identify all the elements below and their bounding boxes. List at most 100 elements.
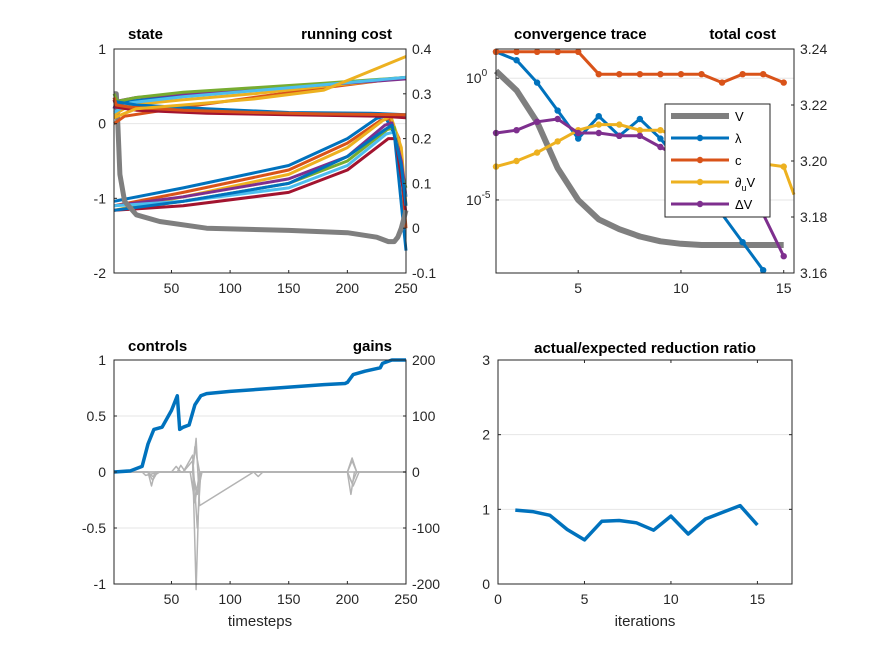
x-tick-label: 200: [336, 591, 360, 607]
y2-tick-label: 3.24: [800, 41, 827, 57]
convergence-series-point: [780, 79, 787, 86]
reduction-ratio-plot-lines: [515, 503, 759, 542]
x-tick-label: 250: [394, 591, 418, 607]
gain-line: [114, 454, 406, 529]
convergence-series-point: [636, 115, 644, 123]
convergence-series-point: [533, 149, 541, 156]
iterations-xlabel: iterations: [615, 613, 676, 630]
convergence-series-point: [636, 71, 644, 78]
convergence-legend: Vλc ∂uV ΔV: [664, 103, 771, 218]
control-line: [113, 358, 406, 474]
gain-line: [114, 446, 406, 473]
convergence-ticks: 5 10 15 100 10-5 3.16 3.18 3.20 3.22 3.24: [466, 41, 827, 296]
x-tick-label: 5: [581, 591, 589, 607]
convergence-series-point: [533, 118, 541, 126]
y-tick-label: 0: [98, 116, 106, 132]
convergence-series-point: [677, 71, 685, 78]
y2-tick-label: 0.3: [412, 86, 432, 102]
x-tick-label: 250: [394, 280, 418, 296]
reduction-ratio-line: [515, 503, 759, 542]
convergence-series-point: [759, 267, 767, 274]
y-tick-label: 1: [98, 352, 106, 368]
gain-line: [114, 471, 406, 496]
convergence-series-point: [739, 239, 746, 246]
y-tick-label: -0.5: [82, 520, 106, 536]
y-tick-label: 2: [482, 427, 490, 443]
convergence-series-point: [616, 132, 623, 139]
y2-tick-label: 100: [412, 408, 436, 424]
convergence-series-point: [595, 71, 602, 78]
y2-tick-label: 0: [412, 220, 420, 236]
controls-title: controls: [128, 338, 187, 355]
state-title: state: [128, 26, 163, 43]
legend-marker: [696, 178, 704, 186]
controls-panel: 50 100 150 200 250 -1 -0.5 0 0.5 1 -200 -100 0 100 200…: [82, 338, 440, 630]
convergence-series-point: [554, 115, 561, 123]
convergence-series-point: [533, 79, 541, 86]
convergence-title: convergence trace: [514, 26, 647, 43]
convergence-series-point: [636, 127, 644, 134]
convergence-series-point: [657, 135, 664, 142]
y-tick-label: 0.5: [87, 408, 107, 424]
convergence-series-point: [657, 143, 664, 151]
state-ticks: 50 100 150 200 250 -2 -1 0 1 -0.1 0 0.1 0.2 0.3 0.4: [94, 41, 437, 296]
running-cost-title: running cost: [301, 26, 392, 43]
x-tick-label: 10: [663, 591, 679, 607]
convergence-series-V: [493, 68, 784, 248]
x-tick-label: 15: [776, 280, 792, 296]
reduction-ratio-panel: 0 5 10 15 0 1 2 3 actual/expected reduction rat…: [482, 340, 793, 630]
convergence-series-point: [698, 71, 705, 78]
gain-line: [114, 437, 406, 507]
convergence-series-point: [513, 48, 520, 55]
gain-line: [114, 471, 406, 504]
controls-plot-lines: [113, 358, 406, 591]
y2-tick-label: 3.16: [800, 265, 827, 281]
y-tick-label: -1: [94, 190, 107, 206]
convergence-series-point: [759, 71, 767, 78]
state-line: [113, 55, 407, 120]
x-tick-label: 150: [277, 591, 301, 607]
gain-line: [114, 460, 406, 591]
running-cost-total-line: [113, 91, 409, 245]
convergence-series-point: [595, 129, 602, 137]
y-tick-label: 0: [98, 464, 106, 480]
convergence-series-point: [554, 107, 561, 114]
convergence-series-point: [780, 163, 787, 170]
legend-marker: [696, 134, 704, 142]
legend-marker: [696, 200, 704, 208]
convergence-series-point: [595, 121, 602, 128]
convergence-series-point: [739, 71, 746, 78]
x-tick-label: 5: [574, 280, 582, 296]
convergence-series-point: [575, 48, 582, 55]
y2-tick-label: 3.20: [800, 153, 827, 169]
convergence-series-point: [554, 48, 561, 55]
convergence-series-point: [657, 71, 664, 78]
convergence-series-point: [513, 57, 520, 64]
y2-tick-label: 3.18: [800, 209, 827, 225]
convergence-series-point: [718, 79, 726, 86]
state-panel: 50 100 150 200 250 -2 -1 0 1 -0.1 0 0.1 0.2 0.3 0.4 st…: [94, 26, 437, 296]
y2-tick-label: -0.1: [412, 265, 436, 281]
y2-tick-label: 200: [412, 352, 436, 368]
legend-marker: [696, 156, 704, 164]
convergence-series-point: [575, 135, 582, 142]
y-tick-label: 10-5: [466, 190, 491, 208]
convergence-series-point: [575, 129, 582, 137]
y2-tick-label: 0.4: [412, 41, 432, 57]
legend-label: ∂uV: [735, 175, 755, 193]
convergence-series-point: [533, 48, 541, 55]
running-cost-line: [113, 123, 408, 212]
y2-tick-label: -100: [412, 520, 440, 536]
y2-tick-label: 0.2: [412, 131, 432, 147]
y-tick-label: -2: [94, 265, 107, 281]
legend-label: λ: [735, 131, 742, 146]
y-tick-label: 1: [98, 41, 106, 57]
convergence-series-point: [780, 253, 787, 260]
total-cost-title: total cost: [709, 26, 776, 43]
y2-tick-label: 3.22: [800, 97, 827, 113]
state-plot-lines: [112, 55, 409, 251]
convergence-series-point: [513, 127, 520, 134]
timesteps-xlabel: timesteps: [228, 613, 292, 630]
x-tick-label: 100: [218, 591, 242, 607]
